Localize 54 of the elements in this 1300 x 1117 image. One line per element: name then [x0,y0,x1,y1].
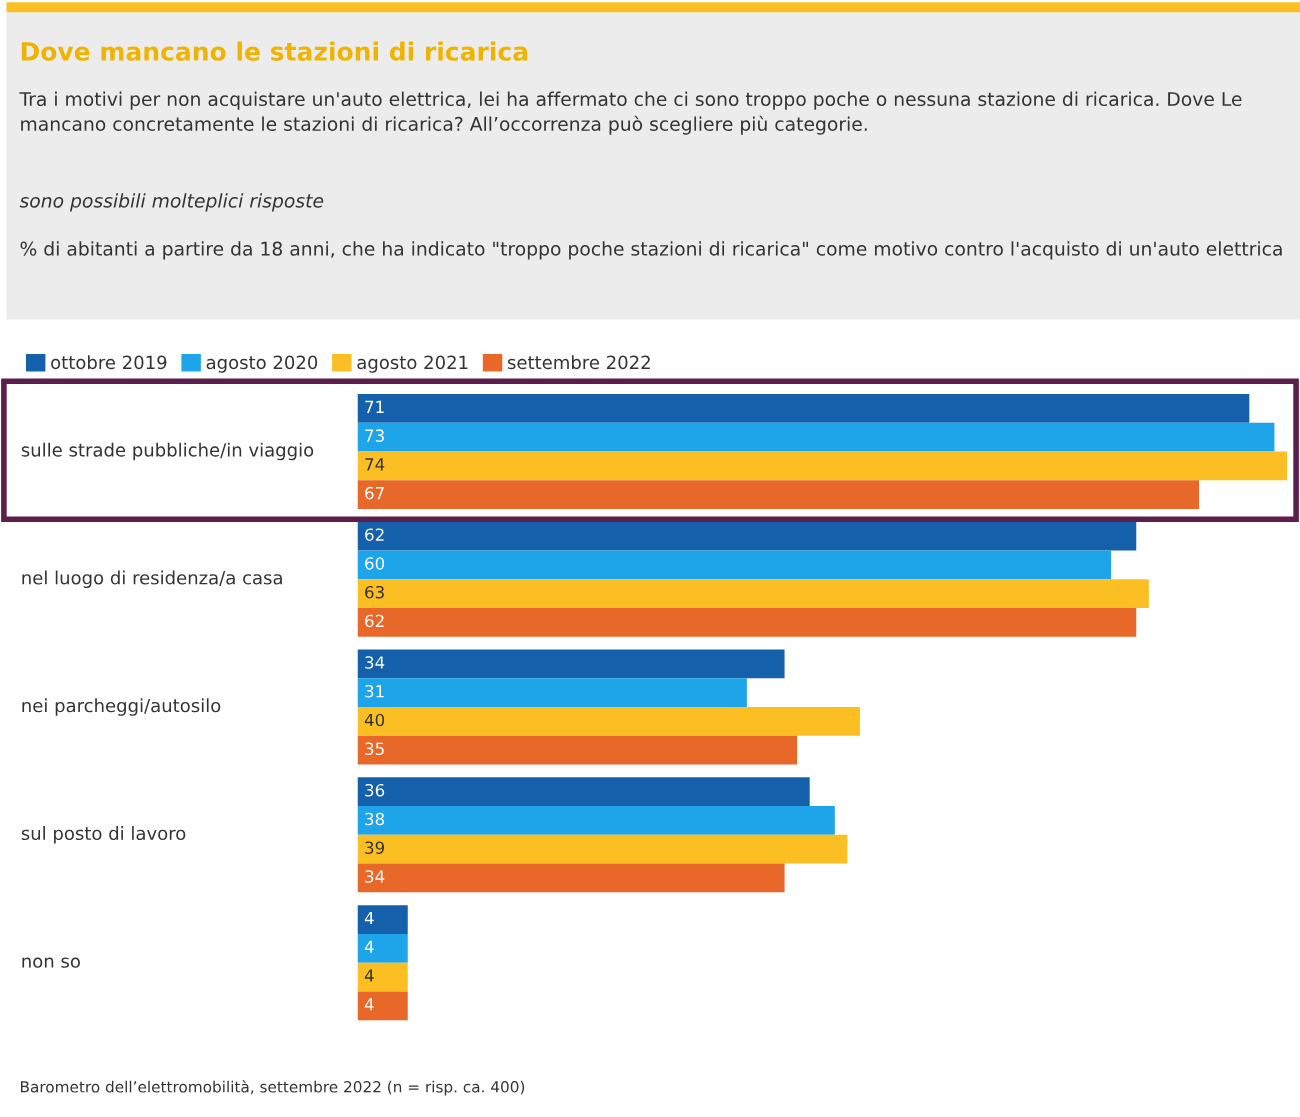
bar [357,905,408,934]
text: Barometro dell’elettromobilità, settembre 2022 (n = risp. ca. 400) [21,1080,525,1096]
bar [357,806,835,835]
data-label: 38 [365,812,385,826]
text: sono possibili molteplici risposte [19,193,324,212]
y-tick-label: non so [22,957,80,968]
chart-title: Dove mancano le stazioni di ricarica [21,41,528,61]
bar [357,521,1137,551]
bar [357,933,408,963]
y-tick-label: sul posto di lavoro [21,826,186,844]
y-tick-label: nei parcheggi/autosilo [22,698,221,716]
y-tick-label: nel luogo di residenza/a casa [22,570,282,589]
data-label: 60 [365,557,385,570]
legend-label: agosto 2021 [357,355,468,373]
y-tick-label: sulle strade pubbliche/in viaggio [21,442,314,461]
legend-label: ottobre 2019 [51,355,167,370]
chart-subtitle: Tra i motivi per non acquistare un'auto elettrica, lei ha affermato che ci sono troppo poche o nessuna stazione di ricarica. Dove Le mancano concretamente le stazioni di ricarica? All’occorrenza può scegliere più categorie. [19,91,1242,135]
legend-label: agosto 2020 [206,355,318,373]
bar [357,962,408,992]
bar [357,579,1149,609]
data-label: 63 [365,585,384,599]
data-label: 39 [365,841,385,855]
bar [357,735,798,765]
text: % di abitanti a partire da 18 anni, che ha indicato "troppo poche stazioni di ricarica" come motivo contro l'acquisto di un'auto elettrica [20,241,1282,260]
bar [357,649,785,679]
data-label: 4 [364,998,374,1011]
data-label: 4 [364,940,374,953]
data-label: 4 [364,911,374,925]
bar [357,991,408,1021]
data-label: 31 [365,684,384,698]
data-label: 62 [365,528,384,541]
data-label: 40 [364,713,385,727]
bar [357,422,1275,452]
data-label: 73 [365,429,384,442]
data-label: 4 [364,969,374,982]
data-label: 74 [365,458,385,471]
data-label: 67 [365,486,384,500]
bar [357,678,747,708]
bar [357,480,1200,509]
bar [357,393,1250,423]
bar [357,707,860,736]
data-label: 36 [365,783,385,797]
data-label: 71 [365,400,384,413]
bar [357,608,1137,637]
data-label: 35 [365,742,384,756]
legend-label: settembre 2022 [507,355,650,370]
data-label: 34 [365,870,385,883]
bar [357,451,1287,481]
data-label: 62 [365,614,384,628]
bar [357,777,810,807]
bar [357,834,848,864]
data-label: 34 [365,656,385,669]
bar [357,863,785,893]
bar [357,550,1112,580]
